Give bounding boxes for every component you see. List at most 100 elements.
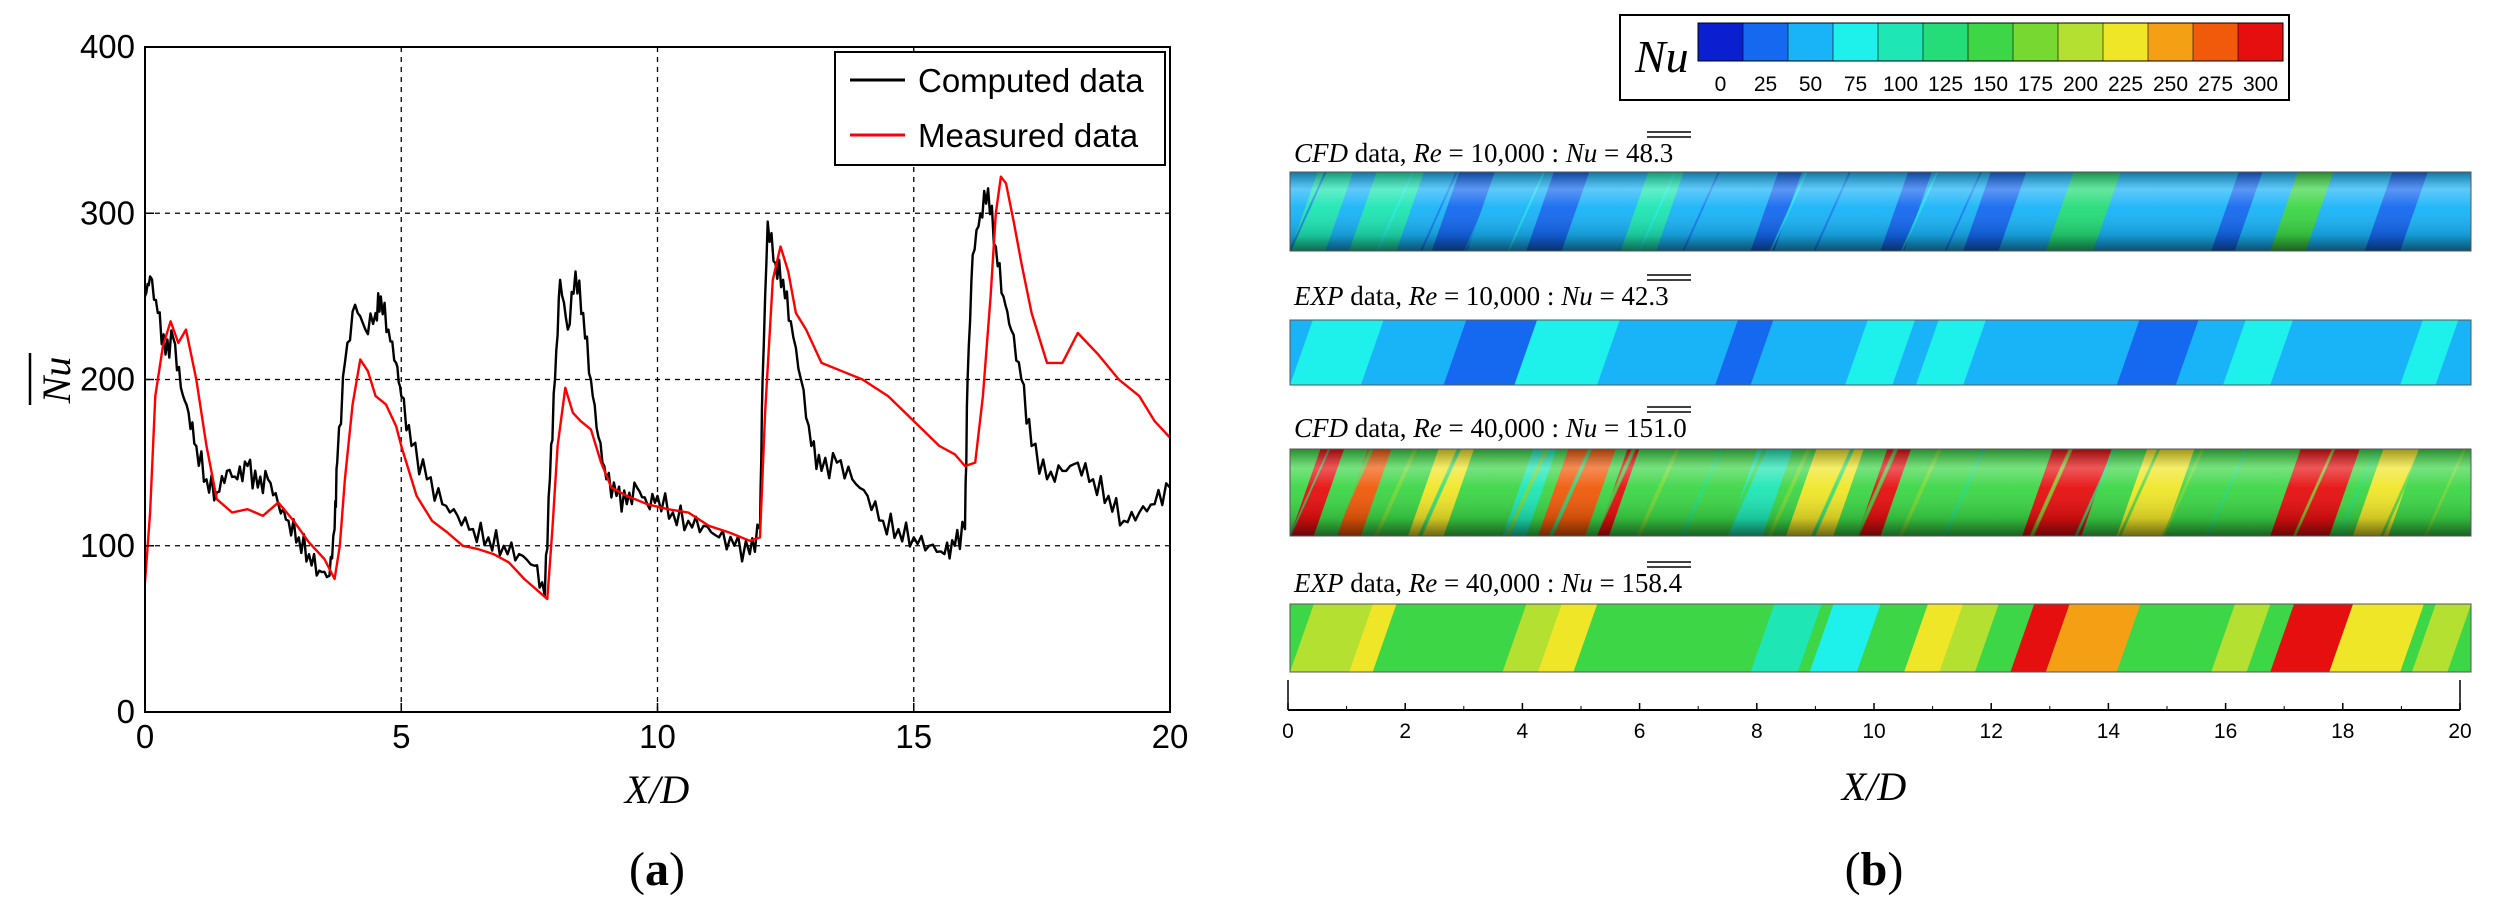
colorbar-swatch bbox=[2103, 23, 2149, 61]
strip-band bbox=[2329, 604, 2424, 672]
panel-label-a: (a) bbox=[629, 843, 685, 896]
strip-label-part: Nu bbox=[1560, 281, 1593, 311]
colorbar-swatch bbox=[1743, 23, 1789, 61]
strip-field bbox=[1290, 172, 2471, 251]
x-tick-label-b: 8 bbox=[1751, 720, 1763, 743]
strip-label-part: data, bbox=[1348, 413, 1413, 443]
x-tick-label-b: 6 bbox=[1634, 720, 1646, 743]
strip-label: EXP data, Re = 10,000 : Nu = 42.3 bbox=[1293, 281, 1669, 311]
x-tick-label: 15 bbox=[895, 718, 932, 755]
x-tick-label: 20 bbox=[1152, 718, 1189, 755]
colorbar-tick-label: 75 bbox=[1844, 73, 1867, 96]
colorbar-tick-label: 275 bbox=[2198, 73, 2233, 96]
x-tick-label-b: 2 bbox=[1399, 720, 1411, 743]
strip-band bbox=[1502, 604, 1574, 672]
strip-band bbox=[1349, 604, 1397, 672]
legend-label-computed: Computed data bbox=[918, 62, 1144, 99]
strip-field bbox=[1290, 449, 2471, 536]
colorbar: Nu 0 25 50 75 100 125 150 175 200 225 250 275 300 bbox=[1619, 14, 2290, 101]
colorbar-tick-label: 0 bbox=[1715, 73, 1727, 96]
strip-label-part: = 40,000 : bbox=[1442, 413, 1566, 443]
series-lines bbox=[145, 175, 1170, 601]
strip-2: EXP data, Re = 10,000 : Nu = 42.3 bbox=[1289, 274, 2472, 386]
strip-label-part: = 10,000 : bbox=[1437, 281, 1561, 311]
colorbar-swatch bbox=[1968, 23, 2014, 61]
panel-label-b: (b) bbox=[1845, 843, 1904, 896]
strip-band bbox=[2010, 604, 2070, 672]
strip-field bbox=[1290, 320, 2471, 385]
strip-shading bbox=[1290, 172, 2471, 251]
strip-label-part: = 40,000 : bbox=[1437, 568, 1561, 598]
strip-shading bbox=[1290, 449, 2471, 536]
colorbar-swatch bbox=[2193, 23, 2239, 61]
y-tick-label: 400 bbox=[80, 28, 135, 65]
strip-label-part: Re bbox=[1412, 413, 1441, 443]
strip-label: CFD data, Re = 10,000 : Nu = 48.3 bbox=[1294, 138, 1673, 168]
x-tick-label-b: 18 bbox=[2331, 720, 2354, 743]
contour-strips: CFD data, Re = 10,000 : Nu = 48.3 EXP dat… bbox=[1289, 131, 2472, 673]
colorbar-swatch bbox=[1878, 23, 1924, 61]
strip-band bbox=[1915, 320, 1986, 385]
strip-label-part: data, bbox=[1343, 281, 1408, 311]
strip-label-part: CFD bbox=[1294, 138, 1349, 168]
strip-label-part: Re bbox=[1412, 138, 1441, 168]
strip-3: CFD data, Re = 40,000 : Nu = 151.0 bbox=[1289, 406, 2472, 537]
legend: Computed data Measured data bbox=[834, 51, 1166, 166]
strip-band bbox=[1715, 320, 1774, 385]
strip-label-part: data, bbox=[1343, 568, 1408, 598]
strip-4: EXP data, Re = 40,000 : Nu = 158.4 bbox=[1289, 561, 2472, 673]
colorbar-swatch bbox=[1698, 23, 1744, 61]
x-tick-label: 5 bbox=[392, 718, 410, 755]
strip-streak bbox=[2467, 528, 2471, 536]
strip-frame bbox=[1289, 171, 2472, 252]
strip-band bbox=[2211, 604, 2271, 672]
x-tick-label-b: 12 bbox=[1980, 720, 2003, 743]
strip-frame bbox=[1289, 603, 2472, 673]
strip-label-part: EXP bbox=[1293, 281, 1343, 311]
x-tick-label: 10 bbox=[639, 718, 676, 755]
strip-band bbox=[1750, 604, 1822, 672]
strip-label-part: = 151.0 bbox=[1597, 413, 1686, 443]
colorbar-tick-label: 50 bbox=[1799, 73, 1822, 96]
strip-frame bbox=[1289, 448, 2472, 537]
panel-label-a-letter: a bbox=[645, 843, 669, 896]
strip-label-part: = 158.4 bbox=[1593, 568, 1683, 598]
strip-band bbox=[2270, 604, 2354, 672]
colorbar-tick-label: 150 bbox=[1973, 73, 2008, 96]
x-tick-label-b: 10 bbox=[1862, 720, 1885, 743]
colorbar-swatch bbox=[1833, 23, 1879, 61]
strip-label: CFD data, Re = 40,000 : Nu = 151.0 bbox=[1294, 413, 1687, 443]
colorbar-tick-label: 200 bbox=[2063, 73, 2098, 96]
strip-band bbox=[2045, 604, 2141, 672]
y-tick-label: 0 bbox=[117, 693, 135, 730]
strip-label-part: Nu bbox=[1565, 413, 1598, 443]
y-axis-label: Nu bbox=[28, 353, 79, 405]
strip-label: EXP data, Re = 40,000 : Nu = 158.4 bbox=[1293, 568, 1683, 598]
legend-box bbox=[834, 51, 1166, 166]
colorbar-swatch bbox=[1923, 23, 1969, 61]
strip-band bbox=[1809, 604, 1881, 672]
colorbar-tick-label: 250 bbox=[2153, 73, 2188, 96]
panel-label-b-letter: b bbox=[1861, 843, 1888, 896]
x-tick-label-b: 20 bbox=[2448, 720, 2471, 743]
strip-label-part: = 42.3 bbox=[1593, 281, 1669, 311]
colorbar-title: Nu bbox=[1634, 31, 1689, 82]
strip-band bbox=[1514, 320, 1620, 385]
legend-label-measured: Measured data bbox=[918, 117, 1139, 154]
y-tick-label: 200 bbox=[80, 361, 135, 398]
strip-band bbox=[1443, 320, 1538, 385]
strip-band bbox=[2411, 604, 2471, 672]
colorbar-swatch bbox=[2148, 23, 2194, 61]
strip-label-part: EXP bbox=[1293, 568, 1343, 598]
x-axis-label-b: X/D bbox=[1840, 764, 1907, 809]
panel-b-contour-strips: Nu 0 25 50 75 100 125 150 175 200 225 250 275 300 CF… bbox=[1282, 14, 2472, 896]
colorbar-swatch bbox=[1788, 23, 1834, 61]
strip-band bbox=[2400, 320, 2459, 385]
y-label-text: Nu bbox=[34, 357, 79, 405]
strip-label-part: Nu bbox=[1565, 138, 1598, 168]
colorbar-tick-label: 125 bbox=[1928, 73, 1963, 96]
y-tick-label: 300 bbox=[80, 194, 135, 231]
